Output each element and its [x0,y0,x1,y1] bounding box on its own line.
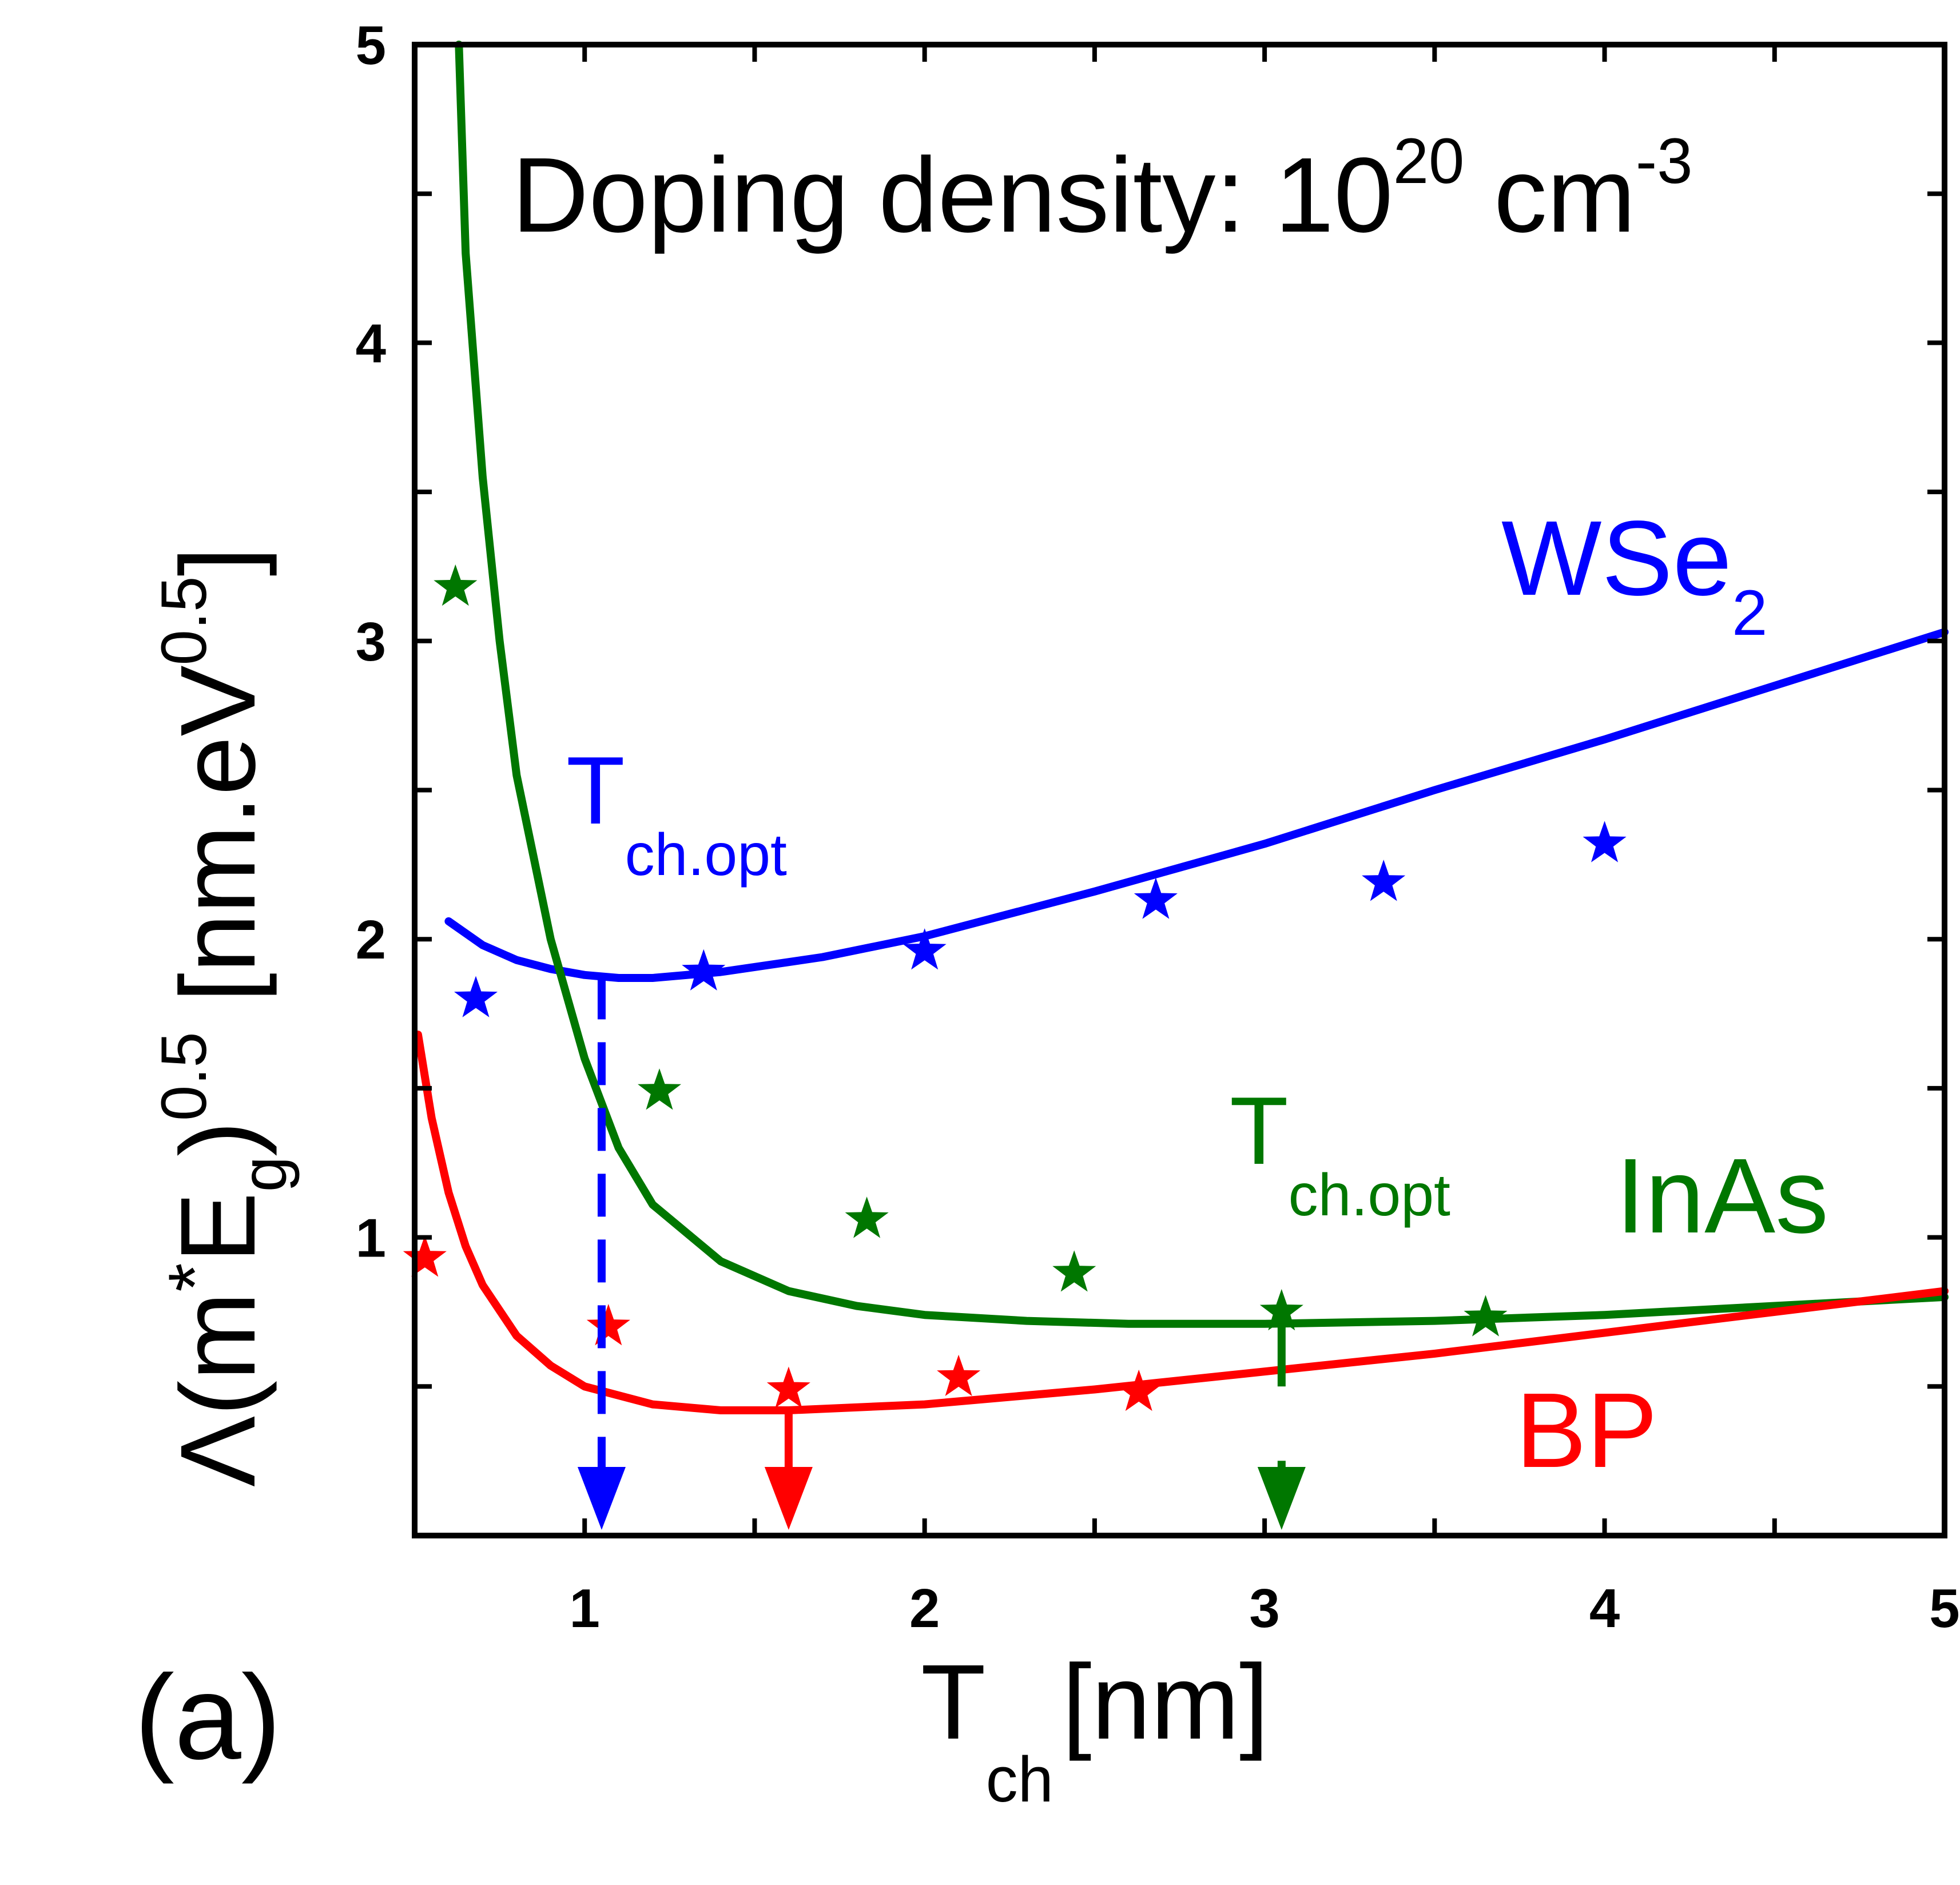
data-point-inas [845,1196,889,1238]
y-axis-title-units-close: ] [159,547,277,576]
series-curve-inas [455,41,1949,1328]
data-point-wse [1362,860,1406,901]
data-point-bp [1117,1369,1161,1411]
optimum-arrow-head-wse [577,1467,626,1530]
y-tick-label: 3 [356,611,386,673]
data-point-wse [903,928,947,970]
topt-label-wse2-sub: ch.opt [625,822,787,888]
data-layer [403,41,1949,1530]
optimum-arrow-head-inas [1257,1467,1306,1530]
y-axis-title-close: ) [159,1121,277,1156]
topt-label-inas-main: T [1230,1077,1289,1184]
data-point-inas [1259,1289,1303,1331]
y-axis-title-units-pow: 0.5 [148,576,220,666]
data-point-wse [1134,877,1178,919]
topt-label-inas: Tch.opt [1230,1077,1450,1228]
data-point-inas [1052,1250,1096,1292]
data-point-inas [434,564,478,606]
ticks-layer: 1 2 3 4 5 1 2 3 4 5 [356,15,1960,1639]
data-point-wse [682,949,726,991]
x-tick-label: 2 [909,1578,940,1639]
topt-label-wse2: Tch.opt [566,737,787,888]
x-tick-label: 1 [570,1578,600,1639]
data-point-bp [403,1235,447,1277]
y-tick-label: 5 [356,15,386,76]
panel-label: (a) [134,1650,281,1784]
doping-unit-exponent: -3 [1636,125,1693,197]
series-label-wse2-sub: 2 [1732,577,1767,649]
x-axis-title-sub: ch [986,1744,1053,1815]
data-point-wse [454,976,498,1017]
x-tick-label: 3 [1249,1578,1279,1639]
series-curve-bp [414,1031,1949,1414]
doping-exponent: 20 [1393,125,1465,197]
data-point-inas [1464,1295,1508,1337]
y-axis-title-g: g [228,1156,300,1192]
series-label-inas: InAs [1616,1137,1828,1255]
topt-label-inas-sub: ch.opt [1289,1162,1450,1228]
series-label-wse2: WSe2 [1501,499,1767,649]
y-axis-title-e: E [159,1192,277,1263]
x-axis-title-main: T [921,1643,986,1761]
y-tick-label: 1 [356,1208,386,1269]
x-axis-title: Tch[nm] [921,1643,1269,1815]
series-label-bp: BP [1516,1371,1657,1490]
y-axis-title: Λ(m*Eg)0.5 [nm.eV0.5] [148,547,300,1487]
series-label-wse2-main: WSe [1501,499,1732,618]
y-axis-title-star: * [153,1263,236,1292]
optimum-arrow-head-bp [764,1467,813,1530]
data-point-wse [1583,821,1627,862]
data-point-bp [586,1304,630,1346]
x-tick-label: 5 [1929,1578,1959,1639]
series-curve-wse [444,628,1949,982]
y-tick-label: 2 [356,909,386,971]
topt-label-wse2-main: T [566,737,625,844]
y-axis-title-units: [nm.eV [159,665,277,1032]
data-point-inas [638,1068,681,1110]
x-tick-label: 4 [1589,1578,1620,1639]
data-point-bp [766,1366,810,1408]
y-axis-title-lambda: Λ(m [159,1292,277,1487]
y-axis-title-pow: 0.5 [148,1032,220,1121]
data-point-bp [937,1354,981,1396]
doping-annotation: Doping density: 1020 cm-3 [512,125,1692,254]
x-axis-title-units: [nm] [1062,1643,1269,1761]
y-tick-label: 4 [356,313,386,374]
doping-unit: cm [1464,136,1636,254]
doping-text-main: Doping density: 10 [512,136,1393,254]
